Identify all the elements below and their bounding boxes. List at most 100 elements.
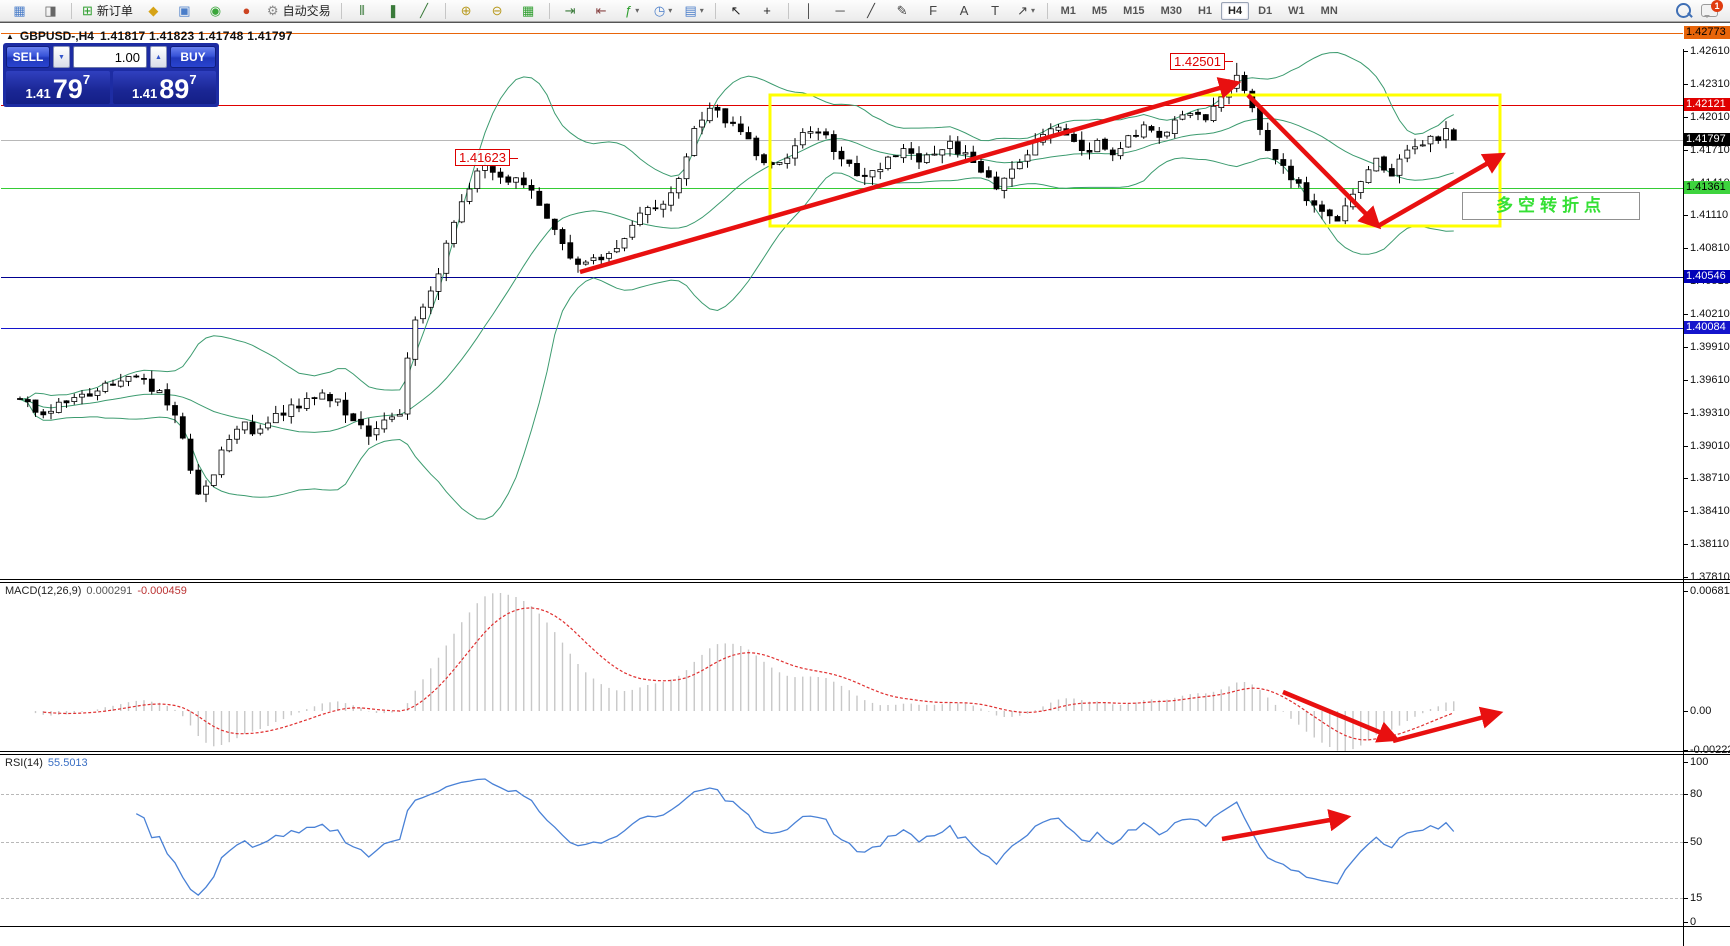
candle-body [32,399,39,413]
candle-body [660,203,667,210]
price-annotation-label[interactable]: 1.41623 [455,149,518,167]
price-tick [1684,346,1688,348]
bar-chart-button[interactable]: ⫴ [348,0,377,21]
timeframe-button-m15[interactable]: M15 [1123,4,1145,17]
timeframe-button-w1[interactable]: W1 [1288,4,1305,17]
main-price-pane[interactable] [1,27,1683,579]
rsi-pane[interactable] [1,755,1683,926]
cursor-button[interactable]: ↖ [722,0,751,21]
candle-body [1295,179,1302,184]
tile-windows-button[interactable]: ▦ [514,0,543,21]
rsi-level-line [1,794,1683,795]
arrows-button[interactable]: ↗ ▾ [1012,0,1041,21]
timeframe-button-h4[interactable]: H4 [1221,1,1250,20]
add-indicator-button[interactable]: ƒ ▾ [618,0,647,21]
equidistant-channel-button[interactable]: ✎ [888,0,917,21]
zoom-out-button[interactable]: ⊖ [483,0,512,21]
horizontal-line-button[interactable]: ─ [826,0,855,21]
macd-signal-line [43,607,1454,741]
new-order-button[interactable]: ⊞ 新订单 [78,0,137,21]
autotrading-button[interactable]: ⚙ 自动交易 [263,0,335,21]
sell-price-button[interactable]: 1.41 79 7 [6,71,110,104]
candle-body [265,422,271,429]
pane-separator[interactable] [0,751,1730,752]
candle-body [1195,111,1201,115]
chart-preview-button[interactable]: ◨ [36,0,65,21]
price-tick [1684,116,1688,118]
favorites-button[interactable]: ◆ [139,0,168,21]
charts-window-button[interactable]: ▦ [5,0,34,21]
templates-button[interactable]: ▤ ▾ [680,0,709,21]
turning-point-note[interactable]: 多空转折点 [1462,192,1640,220]
timeframe-button-h1[interactable]: H1 [1197,4,1213,17]
macd-pane[interactable] [1,583,1683,751]
line-chart-button[interactable]: ╱ [410,0,439,21]
chart-region[interactable]: 1.426101.423101.420101.417101.414101.411… [0,22,1730,946]
price-tick [1684,149,1688,151]
buy-button[interactable]: BUY [170,46,216,68]
vertical-line-button[interactable]: │ [795,0,824,21]
market-button[interactable]: ● [232,0,261,21]
buy-price-button[interactable]: 1.41 89 7 [112,71,216,104]
navigator-button[interactable]: ▣ [170,0,199,21]
timeframe-button-m1[interactable]: M1 [1060,4,1076,17]
chart-shift-button[interactable]: ⇤ [587,0,616,21]
candle-body [1311,200,1318,206]
candle-body [559,229,566,245]
candle-body [1032,140,1039,156]
timeframe-button-m5[interactable]: M5 [1091,4,1108,17]
text-button[interactable]: A [950,0,979,21]
toolbar-separator [787,2,789,19]
candle-body [1063,128,1070,136]
macd-tick [1684,591,1688,592]
candle-body [389,416,395,420]
candle-body [838,150,845,160]
timeframe-button-m30[interactable]: M30 [1160,4,1182,17]
search-icon[interactable] [1676,3,1691,18]
volume-input[interactable] [73,46,147,68]
candle-body [17,398,23,400]
rsi-name: RSI(14) [5,757,43,769]
price-badge: 1.42121 [1684,97,1730,111]
candlestick-chart-button[interactable]: ❚ [379,0,408,21]
candle-body [544,203,550,219]
zoom-in-button[interactable]: ⊕ [452,0,481,21]
crosshair-button[interactable]: + [753,0,782,21]
candle-body [187,438,194,471]
candle-body [1102,138,1108,150]
volume-decrease-button[interactable]: ▼ [53,46,70,68]
signals-button[interactable]: ◉ [201,0,230,21]
volume-increase-button[interactable]: ▲ [150,46,167,68]
timeframe-button-d1[interactable]: D1 [1258,4,1273,17]
periods-button[interactable]: ◷ ▾ [649,0,678,21]
fibonacci-button[interactable]: F [919,0,948,21]
price-tick-label: 1.39010 [1690,439,1730,452]
candle-body [1187,113,1194,116]
pane-separator[interactable] [0,579,1730,580]
price-annotation-label[interactable]: 1.42501 [1170,52,1233,70]
candle-body [947,140,953,149]
candle-body [753,137,760,157]
candle-body [792,145,798,159]
timeframe-button-mn[interactable]: MN [1320,4,1338,17]
price-tick-label: 1.39610 [1690,373,1730,386]
price-tick-label: 1.38710 [1690,472,1730,485]
fibonacci-icon: F [929,3,938,18]
price-tick [1684,379,1688,381]
candle-body [1288,165,1294,181]
equidistant-channel-icon: ✎ [896,3,908,18]
dropdown-caret-icon: ▾ [699,6,704,15]
trendline-button[interactable]: ╱ [857,0,886,21]
notifications-icon[interactable]: 1 [1701,0,1723,18]
candle-body [1094,139,1101,153]
candle-body [931,153,938,156]
text-label-button[interactable]: T [981,0,1010,21]
sell-button[interactable]: SELL [6,46,50,68]
collapse-panel-icon[interactable]: ▲ [6,31,14,41]
rsi-tick-label: 100 [1690,756,1709,768]
auto-scroll-button[interactable]: ⇥ [556,0,585,21]
price-tick [1684,51,1688,52]
candle-body [1164,131,1170,137]
rsi-level-line [1,898,1683,899]
toolbar-separator [1046,2,1048,19]
